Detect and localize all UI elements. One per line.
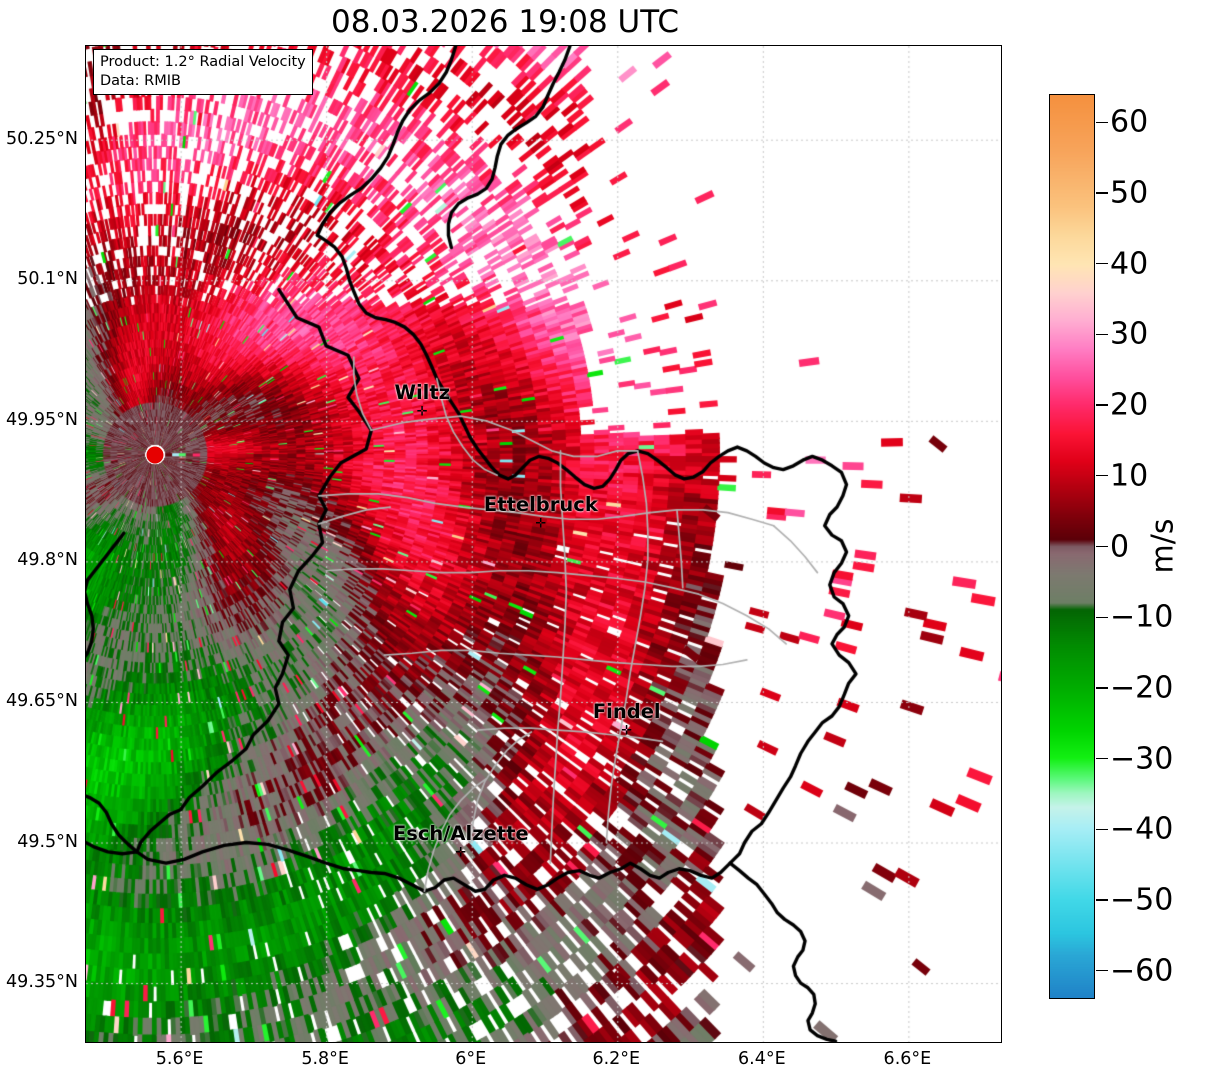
colorbar-tick-mark: [1096, 192, 1108, 194]
x-axis-tick-label: 6.6°E: [883, 1049, 932, 1069]
colorbar-tick-mark: [1096, 262, 1108, 265]
city-label: Wiltz: [394, 380, 450, 404]
colorbar-tick-label: 50: [1110, 175, 1149, 211]
y-axis-tick-label: 50.25°N: [6, 128, 78, 149]
y-axis-tick-label: 49.8°N: [17, 550, 78, 571]
colorbar-tick-label: −50: [1110, 882, 1174, 918]
y-axis-tick-label: 49.95°N: [6, 409, 78, 430]
colorbar-tick-label: 10: [1110, 458, 1149, 494]
x-axis-tick-label: 6.4°E: [738, 1049, 786, 1069]
colorbar-tick-label: −40: [1110, 811, 1174, 847]
colorbar-tick-mark: [1096, 616, 1108, 618]
colorbar-tick-mark: [1096, 404, 1108, 406]
colorbar-tick-label: 0: [1110, 529, 1130, 564]
y-axis-tick-label: 49.5°N: [17, 831, 78, 852]
colorbar-tick-label: −30: [1110, 741, 1174, 777]
y-axis-tick-label: 50.1°N: [17, 269, 78, 290]
x-axis-tick-label: 6.2°E: [592, 1049, 641, 1069]
radar-site-marker: [146, 446, 164, 464]
y-axis-tick-label: 49.35°N: [6, 972, 78, 993]
colorbar-tick-label: 20: [1110, 387, 1149, 423]
colorbar-gradient: [1050, 95, 1094, 998]
x-axis-tick-label: 6°E: [455, 1049, 487, 1069]
colorbar-tick-mark: [1096, 687, 1108, 689]
city-marker-icon: ✛: [416, 404, 428, 420]
colorbar-tick-label: −20: [1110, 670, 1174, 706]
colorbar-tick-mark: [1096, 333, 1108, 336]
colorbar-tick-mark: [1096, 899, 1108, 901]
x-axis-tick-label: 5.8°E: [301, 1049, 349, 1069]
annotation-product: Product: 1.2° Radial Velocity: [100, 54, 306, 70]
city-label: Ettelbruck: [483, 493, 598, 517]
colorbar-tick-mark: [1096, 475, 1108, 477]
radar-plot[interactable]: Product: 1.2° Radial Velocity Data: RMIB…: [85, 45, 1002, 1043]
colorbar-tick-label: 30: [1110, 316, 1149, 352]
colorbar-tick-mark: [1096, 545, 1108, 548]
colorbar: [1049, 94, 1095, 999]
city-marker-icon: ✛: [535, 516, 547, 532]
annotation-box: Product: 1.2° Radial Velocity Data: RMIB: [93, 49, 313, 96]
page-title: 08.03.2026 19:08 UTC: [331, 4, 679, 40]
colorbar-tick-label: 60: [1110, 104, 1149, 140]
x-axis-tick-label: 5.6°E: [155, 1049, 204, 1069]
colorbar-unit-label: m/s: [1145, 518, 1181, 574]
colorbar-tick-label: −10: [1110, 599, 1174, 635]
city-marker-icon: ✛: [455, 845, 467, 861]
colorbar-tick-mark: [1096, 828, 1108, 830]
colorbar-tick-mark: [1096, 757, 1108, 760]
annotation-data: Data: RMIB: [100, 72, 181, 89]
city-label: Esch/Alzette: [392, 822, 529, 846]
city-label: Findel: [592, 699, 661, 723]
colorbar-tick-mark: [1096, 121, 1108, 123]
colorbar-tick-label: 40: [1110, 246, 1149, 282]
map-overlay-borders: [86, 46, 1001, 1042]
city-marker-icon: ✛: [621, 723, 633, 739]
colorbar-tick-label: −60: [1110, 953, 1174, 989]
colorbar-tick-mark: [1096, 970, 1108, 972]
y-axis-tick-label: 49.65°N: [6, 690, 78, 711]
